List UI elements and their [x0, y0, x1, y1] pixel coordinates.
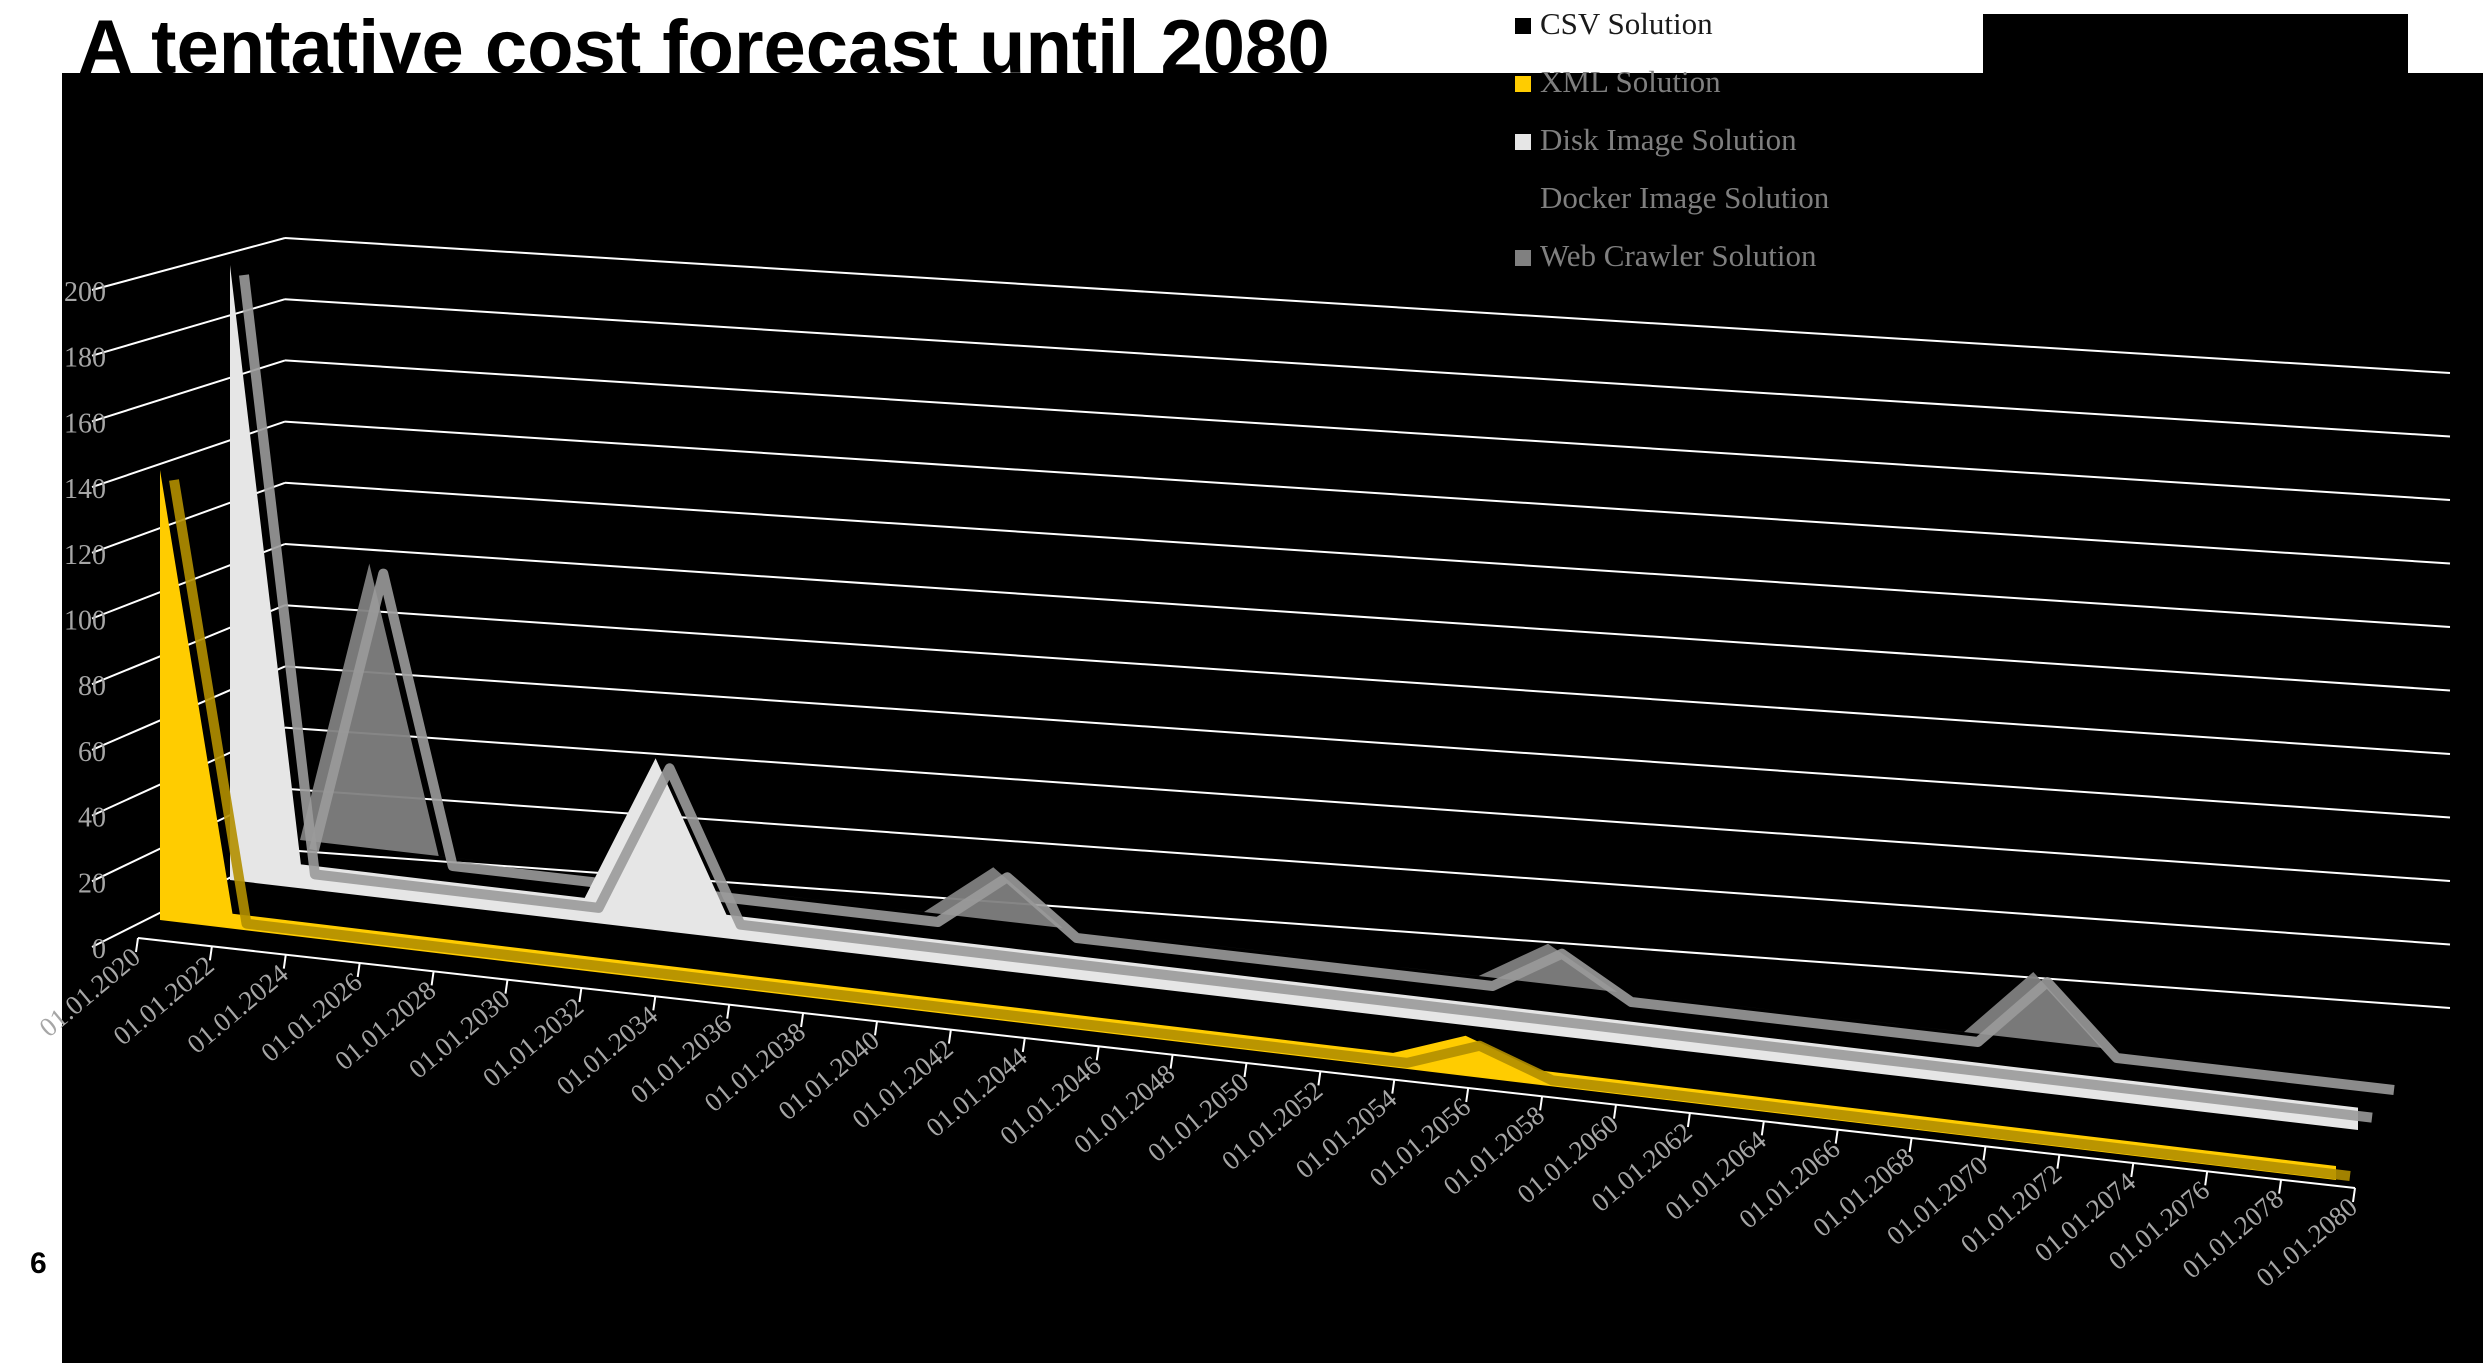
y-tick-label: 200 [64, 277, 106, 308]
gridline-side [91, 420, 286, 489]
x-tick [1243, 1062, 1248, 1078]
x-tick [1317, 1071, 1322, 1086]
x-tick [1613, 1104, 1617, 1119]
x-tick [652, 996, 657, 1011]
x-tick [1095, 1046, 1100, 1061]
x-tick [2278, 1179, 2283, 1194]
legend-label: Web Crawler Solution [1540, 238, 1817, 273]
x-tick [1169, 1054, 1174, 1069]
x-tick [2352, 1187, 2356, 1203]
x-tick [800, 1012, 805, 1028]
gridline [284, 359, 2451, 501]
x-tick [947, 1029, 952, 1044]
legend-swatch [1515, 76, 1531, 92]
series-edge [239, 274, 2373, 1123]
x-tick [1908, 1137, 1913, 1153]
x-tick [1465, 1087, 1470, 1103]
legend-label: Docker Image Solution [1540, 180, 1830, 215]
gridline [284, 543, 2451, 692]
gridline-side [91, 237, 286, 291]
x-tick [874, 1021, 878, 1036]
x-tick [1021, 1037, 1026, 1053]
y-tick-label: 180 [64, 343, 106, 374]
y-tick-label: 120 [64, 540, 106, 571]
x-tick [1686, 1112, 1691, 1128]
gridline [284, 237, 2451, 374]
x-tick [2056, 1154, 2061, 1169]
x-tick [208, 946, 213, 961]
y-tick-label: 0 [92, 934, 106, 965]
legend-swatch [1515, 192, 1531, 208]
series-edge [169, 479, 2351, 1181]
x-tick [1982, 1146, 1987, 1161]
legend: CSV Solution XML Solution Disk Image Solut… [1515, 6, 1830, 273]
y-tick-label: 20 [78, 868, 106, 899]
series-areas [160, 265, 2395, 1181]
x-tick [282, 954, 287, 969]
series-area-xml-solution [160, 470, 2336, 1180]
x-tick [430, 971, 435, 986]
x-tick [504, 979, 509, 994]
legend-swatch [1515, 134, 1531, 150]
x-tick [2130, 1162, 2135, 1178]
x-tick [356, 962, 361, 978]
gridline [284, 665, 2451, 819]
gridline [284, 481, 2451, 628]
gridline [284, 298, 2451, 438]
y-tick-label: 160 [64, 408, 106, 439]
legend-label: XML Solution [1540, 64, 1721, 99]
y-tick-label: 80 [78, 671, 106, 702]
y-tick-label: 60 [78, 737, 106, 768]
gridline [284, 604, 2451, 755]
x-tick [1539, 1096, 1544, 1111]
gridline [284, 726, 2451, 882]
x-tick [1760, 1121, 1765, 1136]
gridline [284, 420, 2451, 565]
y-tick-label: 100 [64, 606, 106, 637]
y-tick-label: 140 [64, 474, 106, 505]
slide-title: A tentative cost forecast until 2080 [78, 5, 1330, 90]
page-number: 6 [30, 1247, 47, 1280]
x-tick [135, 937, 139, 953]
y-tick-label: 40 [78, 803, 106, 834]
x-tick [1391, 1079, 1396, 1094]
x-tick [578, 987, 583, 1003]
x-tick [1834, 1129, 1839, 1144]
x-tick [2204, 1171, 2209, 1186]
legend-label: Disk Image Solution [1540, 122, 1797, 157]
legend-label: CSV Solution [1540, 6, 1713, 41]
x-tick [726, 1004, 731, 1019]
legend-swatch [1515, 250, 1531, 266]
header-black-box [1983, 14, 2408, 76]
legend-swatch [1515, 18, 1531, 34]
